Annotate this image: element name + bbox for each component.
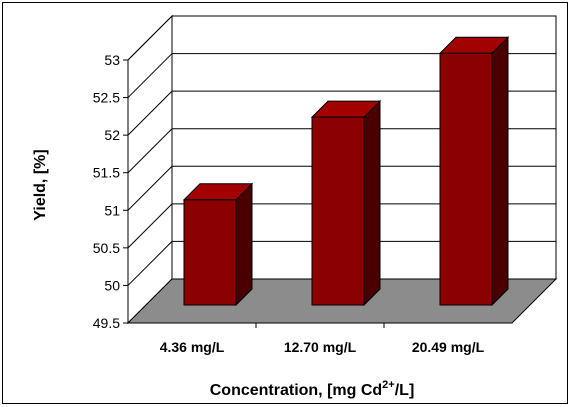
- side-wall: [127, 14, 173, 325]
- y-tick-label: 51.5: [93, 165, 120, 181]
- y-tick-label: 50: [104, 277, 120, 293]
- bar-side: [491, 36, 509, 307]
- y-tick-label: 51: [104, 202, 120, 218]
- bar-front: [183, 199, 237, 306]
- x-tick-label: 20.49 mg/L: [412, 339, 485, 355]
- x-axis: 4.36 mg/L 12.70 mg/L 20.49 mg/L: [128, 322, 512, 355]
- x-tick-label: 4.36 mg/L: [160, 339, 225, 355]
- gridline: [127, 128, 556, 174]
- bars: [182, 36, 510, 307]
- x-axis-title-prefix: Concentration, [mg Cd: [210, 382, 382, 399]
- gridline: [127, 15, 556, 61]
- bar: [310, 99, 382, 307]
- y-tick-label: 52: [104, 127, 120, 143]
- bar-side: [363, 99, 381, 307]
- x-axis-title: Concentration, [mg Cd2+/L]: [210, 379, 415, 399]
- bar-front: [439, 52, 493, 306]
- x-axis-title-suffix: /L]: [395, 382, 415, 399]
- gridline: [127, 165, 556, 211]
- x-tick-label: 12.70 mg/L: [284, 339, 357, 355]
- bar: [438, 36, 510, 307]
- y-tick-label: 49.5: [93, 315, 120, 331]
- gridline: [127, 203, 556, 249]
- y-tick-label: 52.5: [93, 90, 120, 106]
- bar-front: [311, 116, 365, 306]
- y-axis-title: Yield, [%]: [32, 149, 49, 220]
- bar: [182, 182, 254, 307]
- gridline: [127, 240, 556, 286]
- bar-side: [235, 182, 253, 307]
- gridline: [127, 53, 556, 98]
- y-tick-label: 50.5: [93, 240, 120, 256]
- gridline: [127, 90, 556, 136]
- y-axis: 49.5 50 50.5 51 51.5 52 52.5 53: [93, 52, 129, 331]
- y-tick-label: 53: [104, 52, 120, 68]
- x-axis-title-superscript: 2+: [382, 379, 395, 391]
